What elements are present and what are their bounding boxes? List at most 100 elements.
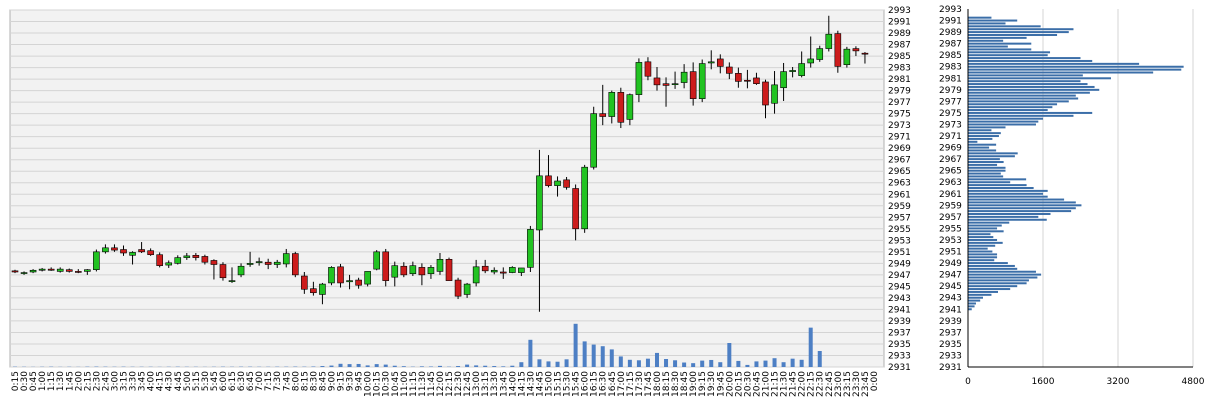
candle-body: [807, 58, 815, 64]
profile-bar: [968, 25, 1041, 28]
profile-bar: [968, 233, 991, 236]
time-tick-label: 14:15: [517, 371, 527, 397]
profile-bar: [968, 236, 994, 239]
candle: [74, 269, 82, 274]
profile-bar: [968, 155, 1015, 158]
volume-bar: [654, 352, 659, 367]
candle: [38, 267, 46, 272]
profile-bar: [968, 247, 988, 250]
profile-price-tick-label: 2993: [939, 5, 962, 15]
price-tick-label: 2941: [888, 305, 911, 315]
profile-bar: [968, 253, 998, 256]
profile-volume-axis: 0 1600 3200 4800: [965, 377, 1205, 387]
candle-body: [599, 113, 607, 117]
candle: [825, 15, 833, 52]
price-tick-label: 2935: [888, 340, 911, 350]
candle-body: [509, 267, 516, 273]
time-tick-label: 16:15: [590, 371, 600, 397]
profile-price-tick-label: 2983: [939, 63, 962, 73]
profile-price-tick-label: 2961: [939, 190, 962, 200]
time-tick-label: 18:30: [671, 371, 681, 397]
price-tick-label: 2953: [888, 236, 911, 246]
time-tick-label: 5:00: [183, 371, 193, 391]
candle-body: [581, 166, 588, 230]
profile-bar: [968, 305, 975, 308]
profile-bar: [968, 250, 993, 253]
candle-body: [499, 271, 507, 274]
candle: [726, 62, 733, 80]
candle-body: [364, 271, 371, 285]
candle-body: [698, 63, 706, 99]
candle: [735, 67, 742, 88]
volume-bar: [673, 360, 678, 367]
profile-bar: [968, 215, 1039, 218]
candle-body: [138, 249, 145, 253]
price-tick-label: 2937: [888, 328, 911, 338]
profile-bar: [968, 77, 1111, 80]
volume-bar: [817, 351, 822, 367]
time-tick-label: 3:15: [120, 371, 130, 391]
time-tick-label: 14:45: [535, 371, 545, 397]
candle: [319, 282, 326, 305]
candle-body: [545, 175, 552, 186]
candle: [364, 271, 371, 287]
time-tick-label: 0:15: [11, 371, 21, 391]
candle: [111, 244, 118, 252]
price-tick-label: 2977: [888, 98, 911, 108]
profile-bar: [968, 109, 1048, 112]
candle: [798, 51, 805, 78]
profile-price-tick-label: 2963: [939, 178, 962, 188]
time-tick-label: 11:30: [418, 371, 428, 397]
time-tick-label: 23:30: [852, 371, 862, 397]
time-tick-label: 12:45: [463, 371, 473, 397]
profile-bar: [968, 57, 1081, 60]
time-tick-label: 19:00: [689, 371, 699, 397]
candle-body: [246, 263, 254, 265]
profile-price-tick-label: 2933: [939, 351, 962, 361]
candle: [454, 277, 462, 300]
volume-bar: [510, 365, 515, 367]
candle: [129, 251, 136, 265]
volume-bar: [347, 364, 352, 367]
time-tick-label: 13:15: [481, 371, 491, 397]
price-tick-label: 2991: [888, 18, 911, 28]
time-tick-label: 21:30: [780, 371, 790, 397]
time-tick-label: 8:45: [318, 371, 328, 391]
time-tick-label: 2:45: [101, 371, 111, 391]
time-tick-label: 15:30: [563, 371, 573, 397]
candle-body: [29, 269, 37, 273]
candle-body: [689, 71, 697, 99]
candle: [301, 271, 308, 294]
time-tick-label: 6:00: [219, 371, 229, 391]
profile-bar: [968, 80, 1081, 83]
candle-body: [590, 113, 597, 168]
price-tick-label: 2975: [888, 110, 911, 120]
profile-bar: [968, 302, 976, 305]
profile-bar: [968, 48, 1032, 51]
volume-bar: [781, 362, 786, 367]
candle-body: [84, 269, 91, 272]
profile-bar: [968, 163, 998, 166]
volume-bar: [483, 365, 488, 367]
candle: [29, 269, 37, 274]
profile-price-tick-label: 2945: [939, 282, 962, 292]
price-tick-label: 2969: [888, 144, 911, 154]
candle: [273, 259, 281, 268]
candle-body: [536, 175, 543, 231]
candle: [93, 249, 100, 272]
candle-body: [129, 252, 136, 256]
candle-body: [11, 270, 19, 273]
candle: [292, 251, 299, 278]
price-tick-label: 2933: [888, 351, 911, 361]
profile-price-tick-label: 2981: [939, 74, 962, 84]
profile-bar: [968, 39, 1004, 42]
candle: [572, 184, 579, 241]
candle-body: [382, 251, 390, 281]
candle-body: [20, 272, 28, 274]
time-tick-label: 8:30: [309, 371, 319, 391]
candle-body: [282, 253, 290, 265]
profile-bar: [968, 282, 1027, 285]
price-tick-label: 2949: [888, 259, 911, 269]
profile-bar: [968, 201, 1076, 204]
price-tick-label: 2957: [888, 213, 911, 223]
